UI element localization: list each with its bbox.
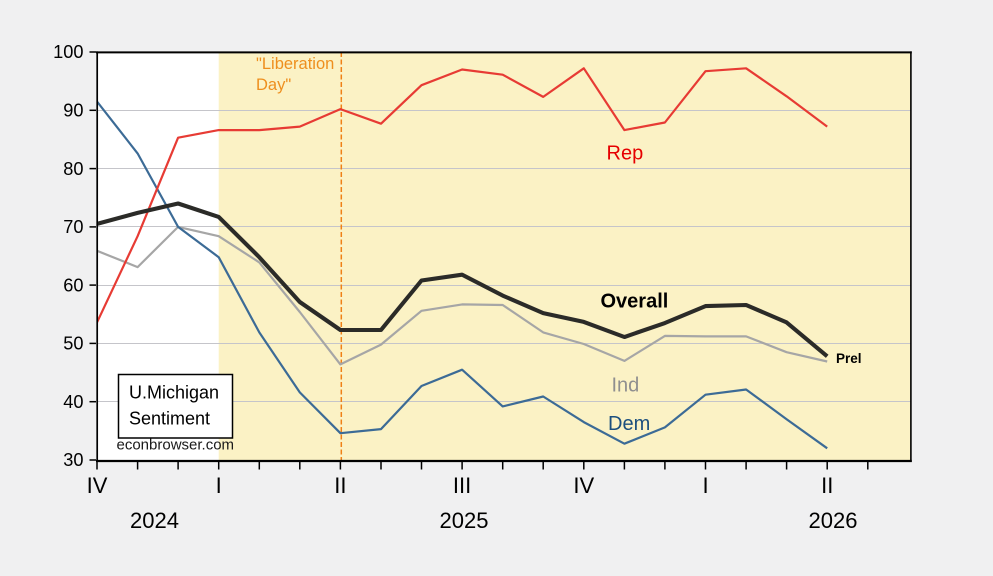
svg-text:50: 50 [63,334,83,354]
svg-text:Day": Day" [256,76,291,94]
svg-text:80: 80 [63,159,83,179]
svg-text:"Liberation: "Liberation [256,55,334,73]
svg-text:IV: IV [87,473,108,498]
svg-text:II: II [821,473,833,498]
svg-text:2024: 2024 [130,508,179,533]
svg-text:I: I [216,473,222,498]
svg-text:70: 70 [63,217,83,237]
svg-text:60: 60 [63,275,83,295]
svg-text:Prel: Prel [836,351,862,366]
svg-text:100: 100 [53,42,83,62]
svg-text:Overall: Overall [601,291,669,313]
svg-text:Dem: Dem [608,413,650,435]
svg-text:Sentiment: Sentiment [129,409,210,429]
svg-text:Ind: Ind [612,375,640,397]
svg-text:90: 90 [63,101,83,121]
svg-text:40: 40 [63,392,83,412]
svg-text:30: 30 [63,450,83,470]
svg-text:econbrowser.com: econbrowser.com [117,437,235,454]
svg-text:2026: 2026 [809,508,858,533]
svg-text:Rep: Rep [607,143,644,165]
svg-text:III: III [453,473,471,498]
svg-text:U.Michigan: U.Michigan [129,383,219,403]
svg-text:II: II [334,473,346,498]
svg-text:2025: 2025 [440,508,489,533]
svg-text:IV: IV [573,473,594,498]
svg-text:I: I [702,473,708,498]
